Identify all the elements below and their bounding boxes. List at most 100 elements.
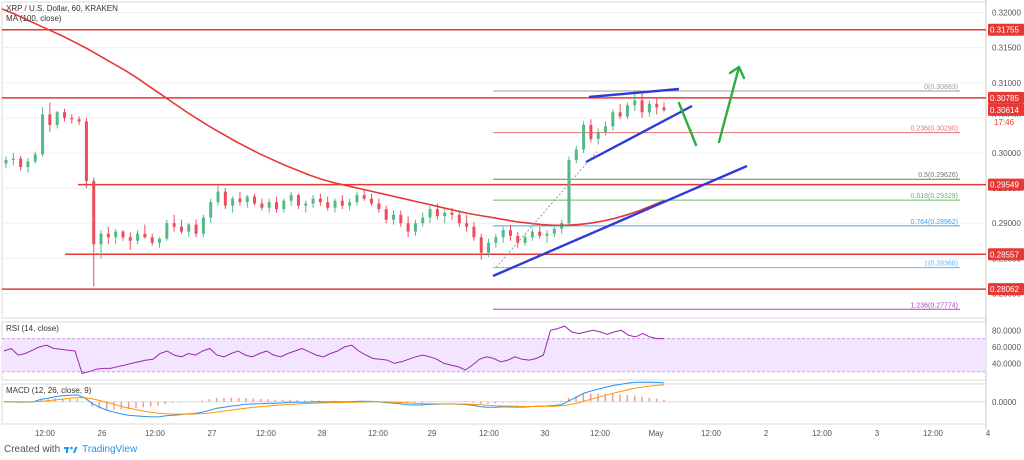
price-tick-label: 0.32000 — [992, 9, 1021, 18]
time-tick-label: 12:00 — [701, 429, 722, 438]
candle-body — [530, 231, 534, 238]
last-price-tag — [988, 103, 1024, 116]
time-tick-label: 2 — [764, 429, 769, 438]
footer: Created with TradingView — [4, 444, 137, 455]
candle-body — [223, 191, 227, 206]
candle-body — [362, 195, 366, 199]
price-tick-label: 0.31000 — [992, 79, 1021, 88]
down-arrow-icon — [677, 101, 698, 147]
macd-signal-line — [4, 384, 665, 415]
candle-body — [158, 238, 162, 243]
time-tick-label: 12:00 — [35, 429, 56, 438]
macd-label: MACD (12, 26, close, 9) — [6, 386, 92, 395]
tradingview-logo-icon[interactable] — [64, 445, 78, 455]
candle-body — [479, 237, 483, 253]
candle-body — [421, 217, 425, 224]
level-price-tag — [988, 23, 1024, 36]
candle-body — [516, 235, 520, 243]
time-tick-label: 12:00 — [145, 429, 166, 438]
time-tick-label: 12:00 — [256, 429, 277, 438]
candle-body — [121, 231, 125, 238]
time-tick-label: 12:00 — [590, 429, 611, 438]
rsi-tick-label: 60.0000 — [992, 343, 1021, 352]
time-tick-label: 30 — [541, 429, 550, 438]
candle-body — [179, 226, 183, 232]
candle-body — [282, 200, 286, 210]
time-tick-label: 12:00 — [479, 429, 500, 438]
candle-body — [640, 100, 644, 113]
candle-body — [333, 200, 337, 208]
candle-body — [84, 121, 88, 182]
candle-body — [399, 214, 403, 224]
level-price-label: 0.28557 — [990, 250, 1019, 259]
candle-body — [165, 223, 169, 239]
level-price-label: 0.28062 — [990, 285, 1019, 294]
candle-body — [501, 230, 505, 238]
footer-created-text: Created with — [4, 444, 61, 455]
time-tick-label: 28 — [318, 429, 327, 438]
candle-body — [647, 103, 651, 113]
fib-level-label: 0.618(0.29329) — [911, 193, 958, 200]
candle-body — [450, 212, 454, 215]
candle-body — [443, 212, 447, 217]
candle-body — [26, 161, 30, 168]
rsi-line — [3, 325, 664, 374]
candle-body — [209, 202, 213, 218]
candle-body — [428, 209, 432, 218]
candle-body — [413, 223, 417, 232]
candle-body — [267, 202, 271, 208]
candle-body — [62, 112, 66, 118]
candle-body — [48, 114, 52, 125]
candle-body — [574, 149, 578, 160]
level-price-tag — [988, 248, 1024, 261]
level-price-label: 0.29549 — [990, 181, 1019, 190]
candle-body — [596, 131, 600, 139]
candle-body — [99, 233, 103, 245]
fib-trend-helper-line — [495, 151, 598, 268]
candle-body — [472, 226, 476, 238]
candle-body — [348, 202, 352, 206]
candle-body — [355, 195, 359, 203]
level-price-tag — [988, 178, 1024, 191]
flag-top-line — [588, 87, 680, 99]
candle-body — [77, 119, 81, 122]
candle-body — [633, 100, 637, 106]
candle-body — [216, 191, 220, 203]
candle-body — [435, 209, 439, 217]
chart-title: XRP / U.S. Dollar, 60, KRAKEN — [6, 4, 118, 13]
macd-pane-frame — [1, 383, 987, 425]
candle-body — [4, 160, 8, 164]
candle-body — [70, 117, 74, 120]
time-tick-label: 26 — [98, 429, 107, 438]
candle-body — [33, 154, 37, 162]
main-pane-frame — [1, 1, 987, 319]
time-tick-label: 4 — [986, 429, 991, 438]
candle-body — [106, 233, 110, 238]
level-price-tag — [988, 283, 1024, 296]
candle-body — [304, 203, 308, 206]
price-tick-label: 0.30000 — [992, 149, 1021, 158]
candle-body — [253, 196, 257, 204]
candle-body — [19, 158, 23, 168]
fib-level-label: 0.764(0.28962) — [911, 219, 958, 226]
footer-brand-link[interactable]: TradingView — [82, 444, 138, 455]
candle-body — [391, 214, 395, 220]
lower-trend-line — [492, 164, 748, 278]
candle-body — [318, 198, 322, 203]
candle-body — [552, 228, 556, 234]
candle-body — [55, 112, 59, 125]
fib-level-label: 1.236(0.27774) — [911, 302, 958, 309]
candle-body — [187, 224, 191, 232]
price-tick-label: 0.31500 — [992, 44, 1021, 53]
candle-body — [114, 231, 118, 238]
candle-body — [384, 209, 388, 220]
candle-body — [465, 223, 469, 227]
time-tick-label: May — [648, 429, 663, 438]
upper-trend-line — [585, 104, 693, 164]
chart-svg: 0.320000.315000.310000.305000.300000.295… — [1, 0, 1024, 438]
macd-tick-label: 0.0000 — [992, 398, 1017, 407]
candle-body — [567, 160, 571, 224]
candle-body — [406, 223, 410, 232]
candle-body — [143, 233, 147, 238]
